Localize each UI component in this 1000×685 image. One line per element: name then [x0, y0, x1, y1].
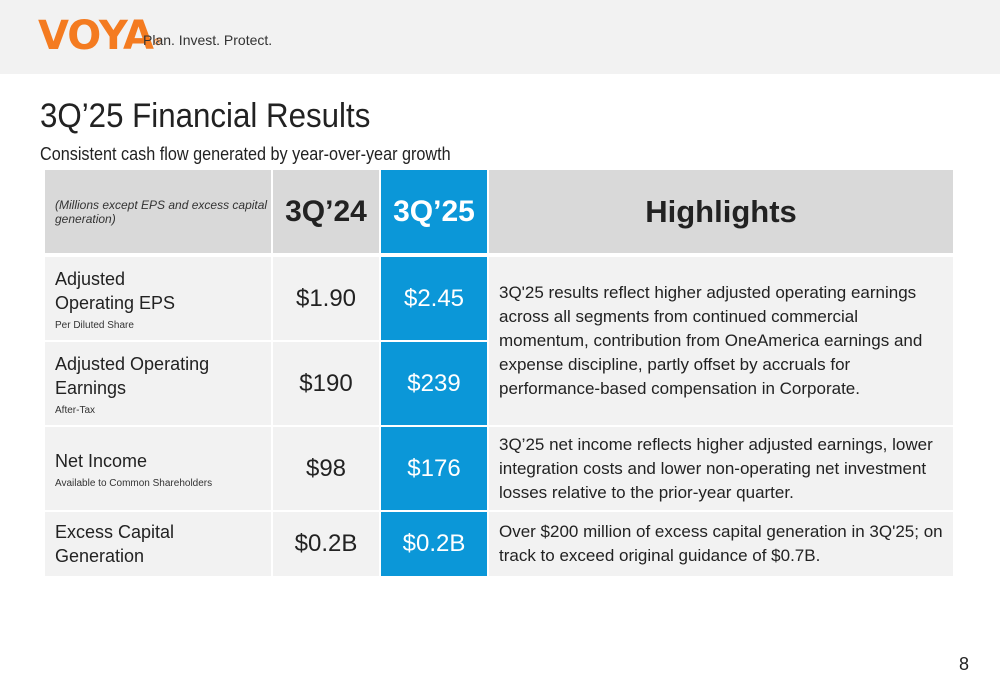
- value-current: $239: [381, 342, 487, 425]
- metric-subtitle: Per Diluted Share: [55, 319, 134, 331]
- table-row: Excess Capital Generation: [45, 512, 271, 576]
- value-current: $176: [381, 427, 487, 510]
- table-row: Adjusted Operating Earnings After-Tax: [45, 342, 271, 425]
- page-title: 3Q’25 Financial Results: [40, 97, 371, 135]
- value-prior: $190: [273, 342, 379, 425]
- metric-name: Adjusted Operating Earnings: [55, 353, 210, 398]
- highlight-text: 3Q'25 results reflect higher adjusted op…: [489, 257, 953, 425]
- value-prior: $1.90: [273, 257, 379, 340]
- table-row: Net Income Available to Common Sharehold…: [45, 427, 271, 510]
- tagline: Plan. Invest. Protect.: [143, 32, 273, 48]
- results-table: (Millions except EPS and excess capital …: [45, 170, 953, 576]
- page-subtitle: Consistent cash flow generated by year-o…: [40, 144, 451, 164]
- col-header-prior: 3Q’24: [273, 170, 379, 253]
- table-row: Adjusted Operating EPS Per Diluted Share: [45, 257, 271, 340]
- value-prior: $0.2B: [273, 512, 379, 576]
- page-number: 8: [959, 654, 970, 674]
- header-bar: VOYA® Plan. Invest. Protect.: [0, 0, 1000, 74]
- logo-text: VOYA: [38, 13, 154, 59]
- col-header-highlights: Highlights: [489, 170, 953, 253]
- value-current: $0.2B: [381, 512, 487, 576]
- metric-subtitle: After-Tax: [55, 404, 96, 416]
- highlight-text: 3Q’25 net income reflects higher adjuste…: [489, 427, 953, 510]
- highlight-text: Over $200 million of excess capital gene…: [489, 512, 953, 576]
- col-header-current: 3Q’25: [381, 170, 487, 253]
- voya-logo: VOYA®: [38, 12, 163, 67]
- metric-name: Adjusted Operating EPS: [55, 268, 176, 313]
- value-current: $2.45: [381, 257, 487, 340]
- table-note: (Millions except EPS and excess capital …: [45, 170, 271, 253]
- metric-name: Net Income: [55, 450, 148, 471]
- metric-subtitle: Available to Common Shareholders: [55, 477, 213, 489]
- logo-registered-mark: ®: [152, 37, 163, 48]
- metric-name: Excess Capital Generation: [55, 522, 175, 566]
- value-prior: $98: [273, 427, 379, 510]
